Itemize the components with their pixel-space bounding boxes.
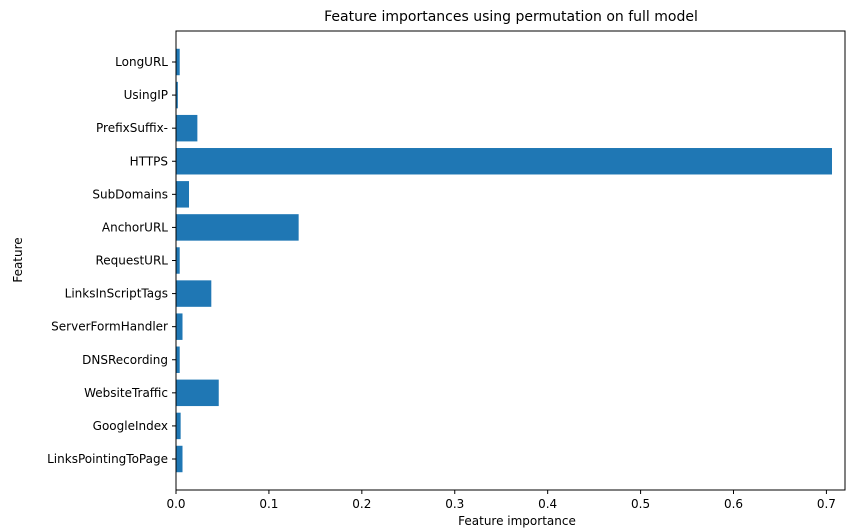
y-ticks: LongURL UsingIP PrefixSuffix- HTTPS SubDomai… — [47, 55, 176, 466]
y-axis-label: Feature — [11, 237, 25, 282]
bar-anchorurl — [176, 214, 299, 241]
bar-prefixsuffix — [176, 114, 198, 142]
bar-serverformhandler — [176, 313, 183, 340]
bar-linksinscripttags — [176, 280, 212, 307]
y-tick-label-usingip: UsingIP — [124, 88, 168, 102]
x-tick-label: 0.7 — [817, 497, 836, 511]
y-tick-label-linkspointingtopage: LinksPointingToPage — [47, 452, 168, 466]
bar-websitetraffic — [176, 379, 219, 407]
bar-dnsrecording — [176, 346, 180, 373]
x-tick-label: 0.1 — [259, 497, 278, 511]
bar-googleindex — [176, 412, 181, 440]
x-tick-label: 0.4 — [538, 497, 557, 511]
y-tick-label-serverformhandler: ServerFormHandler — [51, 320, 168, 334]
x-ticks: 0.0 0.1 0.2 0.3 0.4 0.5 0.6 0.7 — [166, 490, 836, 511]
y-tick-label-linksinscripttags: LinksInScriptTags — [65, 287, 168, 301]
y-tick-label-googleindex: GoogleIndex — [93, 419, 168, 433]
y-tick-label-websitetraffic: WebsiteTraffic — [84, 386, 168, 400]
bar-requesturl — [176, 247, 180, 274]
x-tick-label: 0.2 — [352, 497, 371, 511]
bar-https — [176, 148, 832, 175]
x-axis-label: Feature importance — [458, 514, 576, 528]
y-tick-label-subdomains: SubDomains — [92, 187, 168, 201]
x-tick-label: 0.3 — [445, 497, 464, 511]
bar-usingip — [176, 81, 178, 109]
y-tick-label-anchorurl: AnchorURL — [102, 220, 168, 234]
bars-layer — [176, 48, 832, 473]
bar-longurl — [176, 48, 180, 76]
y-tick-label-https: HTTPS — [130, 154, 168, 168]
y-tick-label-requesturl: RequestURL — [95, 254, 168, 268]
y-tick-label-prefixsuffix: PrefixSuffix- — [96, 121, 168, 135]
chart-title: Feature importances using permutation on… — [324, 9, 698, 25]
y-tick-label-dnsrecording: DNSRecording — [82, 353, 168, 367]
x-tick-label: 0.5 — [631, 497, 650, 511]
y-tick-label-longurl: LongURL — [115, 55, 168, 69]
plot-frame — [175, 30, 846, 491]
x-tick-label: 0.0 — [166, 497, 185, 511]
bar-subdomains — [176, 181, 190, 208]
bar-linkspointingtopage — [176, 445, 183, 473]
x-tick-label: 0.6 — [724, 497, 743, 511]
